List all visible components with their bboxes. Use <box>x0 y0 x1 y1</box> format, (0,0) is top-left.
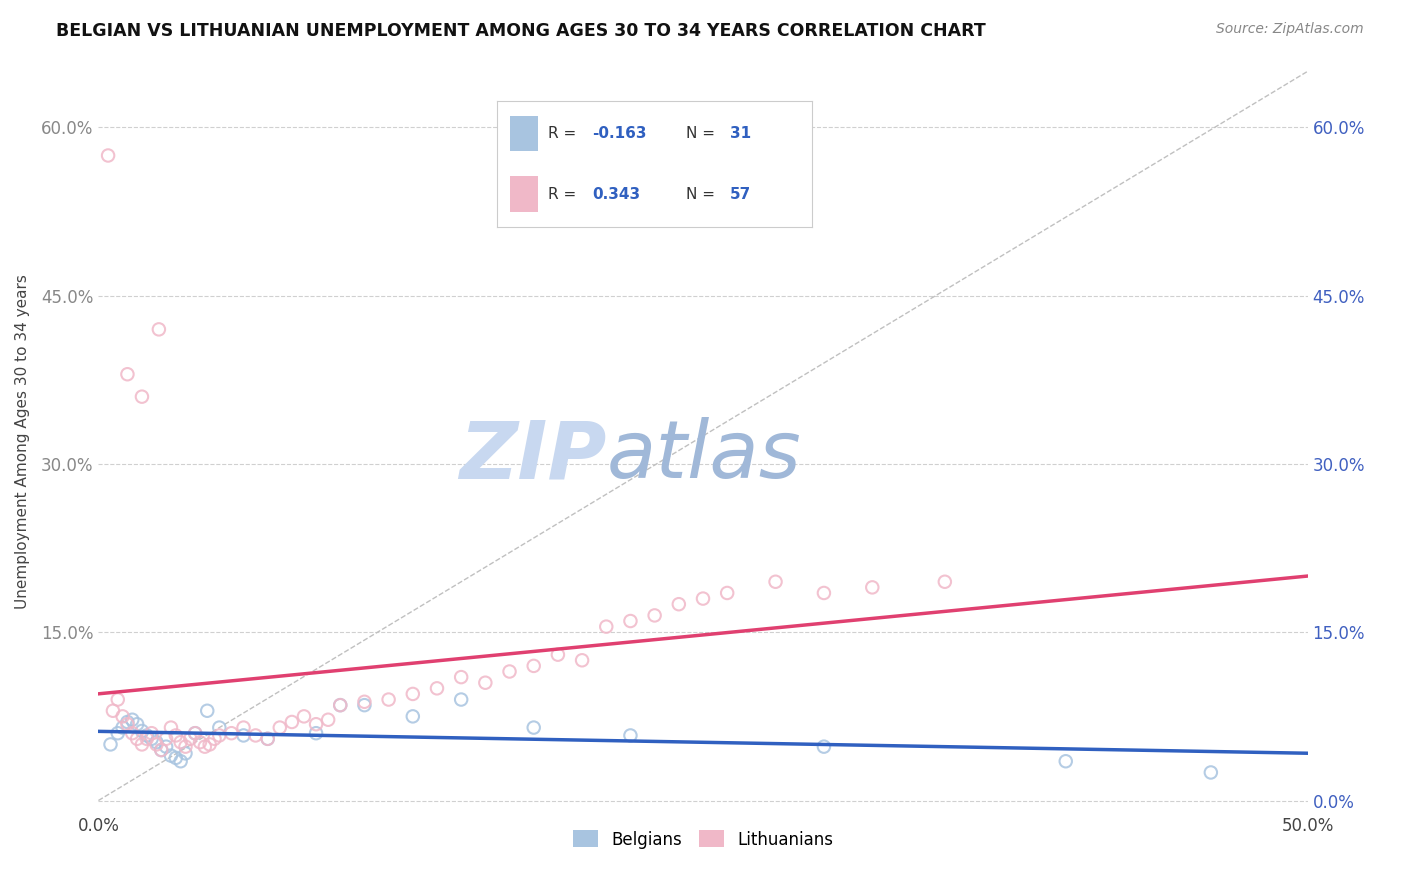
Point <box>208 721 231 735</box>
Point <box>498 665 520 679</box>
Point <box>595 619 617 633</box>
Point <box>184 726 207 740</box>
Point <box>145 738 167 752</box>
Point <box>150 743 173 757</box>
Point <box>813 586 835 600</box>
Point <box>107 726 129 740</box>
Point <box>692 591 714 606</box>
Point <box>269 721 291 735</box>
Point <box>208 728 231 742</box>
Point <box>716 586 738 600</box>
Point <box>195 704 218 718</box>
Point <box>150 743 173 757</box>
Point <box>1054 754 1077 768</box>
Point <box>204 731 226 746</box>
Point <box>121 713 143 727</box>
Point <box>305 726 328 740</box>
Point <box>860 580 883 594</box>
Point <box>131 738 153 752</box>
Point <box>174 739 197 754</box>
Point <box>107 692 129 706</box>
Point <box>127 717 149 731</box>
Point <box>169 735 191 749</box>
Point <box>474 675 496 690</box>
Point <box>426 681 449 696</box>
Point <box>127 731 149 746</box>
Point <box>121 726 143 740</box>
Point <box>256 731 278 746</box>
Point <box>145 735 167 749</box>
Point <box>135 728 157 742</box>
Point <box>256 731 278 746</box>
Point <box>232 721 254 735</box>
Point <box>305 717 328 731</box>
Point <box>329 698 352 713</box>
Point <box>547 648 569 662</box>
Point <box>353 695 375 709</box>
Point <box>117 368 139 382</box>
Point <box>117 717 139 731</box>
Point <box>174 747 197 761</box>
Point <box>316 713 339 727</box>
Point <box>402 687 425 701</box>
Point <box>1199 765 1222 780</box>
Point <box>523 659 546 673</box>
Point <box>165 751 187 765</box>
Point <box>184 726 207 740</box>
Point <box>100 738 122 752</box>
Point <box>450 670 472 684</box>
Point <box>644 608 666 623</box>
Point <box>155 739 177 754</box>
Point <box>141 726 163 740</box>
Point <box>668 597 690 611</box>
Point <box>402 709 425 723</box>
Point <box>148 322 170 336</box>
Point <box>131 390 153 404</box>
Point <box>135 731 157 746</box>
Point <box>245 728 267 742</box>
Legend: Belgians, Lithuanians: Belgians, Lithuanians <box>567 823 839 855</box>
Point <box>934 574 956 589</box>
Text: Source: ZipAtlas.com: Source: ZipAtlas.com <box>1216 22 1364 37</box>
Point <box>101 704 124 718</box>
Text: atlas: atlas <box>606 417 801 495</box>
Point <box>813 739 835 754</box>
Y-axis label: Unemployment Among Ages 30 to 34 years: Unemployment Among Ages 30 to 34 years <box>15 274 30 609</box>
Point <box>765 574 787 589</box>
Point <box>619 614 641 628</box>
Point <box>155 731 177 746</box>
Point <box>111 709 134 723</box>
Text: ZIP: ZIP <box>458 417 606 495</box>
Point <box>97 148 120 162</box>
Point <box>377 692 399 706</box>
Point <box>169 754 191 768</box>
Point <box>160 748 183 763</box>
Point <box>165 728 187 742</box>
Point <box>232 728 254 742</box>
Point <box>619 728 641 742</box>
Point <box>292 709 315 723</box>
Point <box>194 739 217 754</box>
Point <box>281 714 304 729</box>
Text: BELGIAN VS LITHUANIAN UNEMPLOYMENT AMONG AGES 30 TO 34 YEARS CORRELATION CHART: BELGIAN VS LITHUANIAN UNEMPLOYMENT AMONG… <box>56 22 986 40</box>
Point <box>329 698 352 713</box>
Point <box>221 726 243 740</box>
Point <box>353 698 375 713</box>
Point <box>117 714 139 729</box>
Point <box>188 735 211 749</box>
Point <box>198 738 221 752</box>
Point <box>571 653 593 667</box>
Point <box>179 731 201 746</box>
Point <box>131 723 153 738</box>
Point <box>160 721 183 735</box>
Point <box>450 692 472 706</box>
Point <box>111 721 134 735</box>
Point <box>141 731 163 746</box>
Point <box>523 721 546 735</box>
